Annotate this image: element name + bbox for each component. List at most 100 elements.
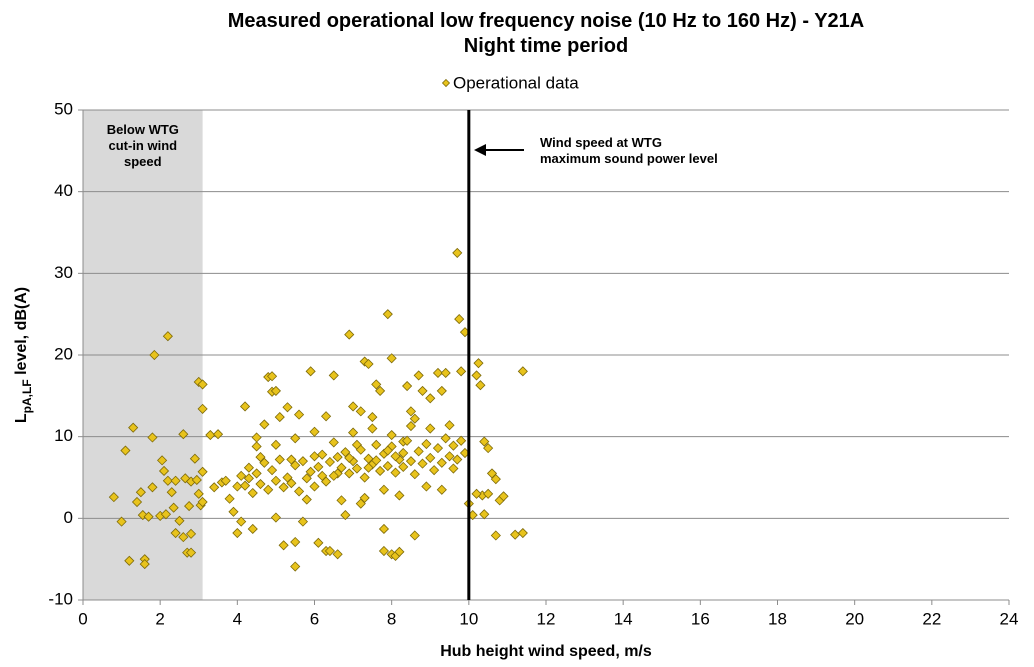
data-point xyxy=(510,529,521,540)
data-point xyxy=(116,516,127,527)
data-point xyxy=(185,547,197,558)
data-point xyxy=(348,427,359,438)
data-point xyxy=(440,433,451,444)
data-point xyxy=(359,472,370,483)
data-point xyxy=(209,482,220,493)
data-point xyxy=(294,486,305,497)
data-point xyxy=(402,380,413,392)
data-point xyxy=(336,495,347,506)
data-point xyxy=(135,487,146,498)
data-point xyxy=(286,454,297,465)
data-point xyxy=(429,465,440,476)
x-tick-label: 2 xyxy=(155,609,164,628)
data-point xyxy=(290,561,301,572)
x-tick-label: 8 xyxy=(387,609,396,628)
data-point xyxy=(355,406,366,417)
data-point xyxy=(185,528,197,539)
data-point xyxy=(398,447,409,459)
data-point xyxy=(371,455,382,466)
data-point xyxy=(456,366,467,377)
data-point xyxy=(363,358,374,370)
data-point xyxy=(255,478,266,490)
data-point xyxy=(321,411,332,422)
y-tick-label: -10 xyxy=(48,589,73,608)
data-point xyxy=(178,532,189,543)
x-tick-label: 16 xyxy=(691,609,710,628)
data-point xyxy=(425,423,436,434)
legend-label: Operational data xyxy=(453,73,579,92)
data-point xyxy=(344,468,355,479)
region-label: cut-in wind xyxy=(108,138,177,153)
data-point xyxy=(324,456,335,468)
reference-label: maximum sound power level xyxy=(540,151,718,166)
data-point xyxy=(149,349,160,361)
x-tick-label: 6 xyxy=(310,609,319,628)
x-tick-label: 20 xyxy=(845,609,864,628)
data-point xyxy=(170,475,181,486)
data-point xyxy=(128,422,139,433)
data-point xyxy=(270,439,281,450)
x-tick-label: 10 xyxy=(459,609,478,628)
data-point xyxy=(413,446,424,457)
data-point xyxy=(324,545,335,557)
data-point xyxy=(259,419,270,430)
arrow-head xyxy=(474,144,486,156)
data-point xyxy=(278,482,289,493)
data-point xyxy=(305,466,316,477)
data-point xyxy=(278,540,289,551)
data-point xyxy=(421,438,432,450)
data-point xyxy=(332,452,343,463)
data-point xyxy=(157,455,168,466)
data-point xyxy=(170,527,181,539)
data-point xyxy=(498,491,509,502)
data-point xyxy=(473,358,484,369)
data-point xyxy=(158,465,170,477)
y-axis-title: LpA,LF level, dB(A) xyxy=(13,287,34,423)
data-point xyxy=(444,420,455,431)
data-point xyxy=(290,536,301,548)
data-point xyxy=(251,468,262,479)
data-point xyxy=(452,454,463,465)
data-point xyxy=(436,385,447,396)
data-point xyxy=(108,492,119,503)
data-point xyxy=(444,451,455,462)
data-point xyxy=(456,435,467,446)
data-point xyxy=(191,474,202,486)
data-point xyxy=(432,443,444,454)
data-point xyxy=(232,481,243,492)
data-point xyxy=(328,470,339,481)
data-point xyxy=(417,458,428,469)
data-point xyxy=(174,515,185,526)
data-point xyxy=(394,490,405,501)
data-point xyxy=(317,470,328,481)
data-point xyxy=(120,445,131,456)
data-point xyxy=(483,443,494,454)
data-point xyxy=(251,432,262,443)
data-point xyxy=(197,379,208,390)
y-tick-label: 0 xyxy=(64,508,73,527)
data-point xyxy=(454,314,465,325)
data-point xyxy=(239,480,251,491)
data-point xyxy=(471,488,482,499)
data-point xyxy=(394,546,405,557)
data-point xyxy=(486,468,498,479)
data-point xyxy=(475,380,486,391)
data-point xyxy=(413,370,424,381)
data-point xyxy=(228,506,239,517)
data-point xyxy=(425,393,436,404)
data-point xyxy=(274,454,285,465)
y-axis-title-subscript: pA,LF xyxy=(20,379,34,413)
chart-subtitle: Night time period xyxy=(464,35,628,57)
data-point xyxy=(398,461,409,472)
data-point xyxy=(313,461,324,472)
data-point xyxy=(375,465,386,477)
data-point xyxy=(309,451,320,462)
data-point xyxy=(321,476,332,487)
data-point xyxy=(432,367,444,379)
data-point xyxy=(301,473,312,484)
data-point xyxy=(236,516,247,527)
data-point xyxy=(282,402,293,413)
data-point xyxy=(371,379,382,390)
data-point xyxy=(131,496,143,508)
